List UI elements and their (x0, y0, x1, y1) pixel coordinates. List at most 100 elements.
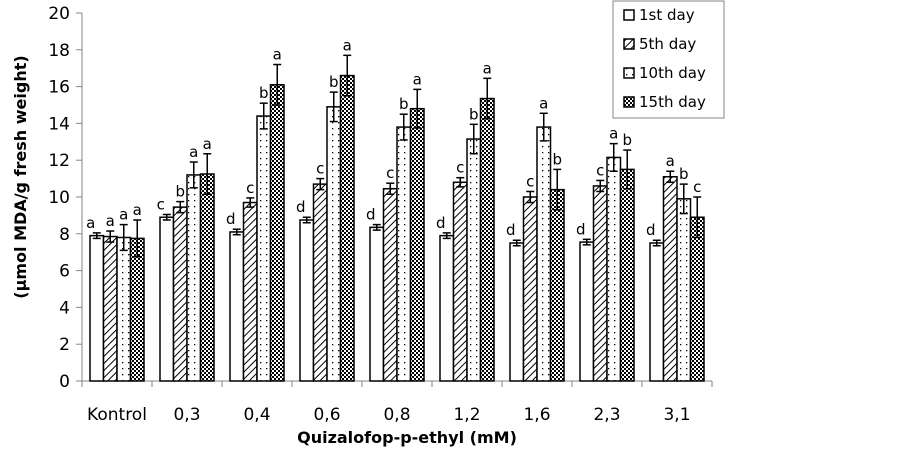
x-tick-label: 1,6 (523, 405, 550, 425)
bar-15th-day (549, 188, 565, 382)
bar-10th-day (676, 198, 692, 382)
significance-label: d (296, 198, 306, 216)
significance-label: c (316, 160, 324, 178)
significance-label: a (203, 135, 212, 153)
significance-label: c (246, 179, 254, 197)
bar-5th-day (522, 196, 538, 382)
significance-label: c (596, 161, 604, 179)
legend-swatch-5th-day (623, 38, 635, 50)
y-tick-label: 12 (48, 151, 70, 171)
significance-label: c (157, 195, 165, 213)
legend: 1st day 5th day 10th day 15th day (612, 0, 725, 119)
significance-label: a (413, 70, 422, 88)
significance-label: a (273, 46, 282, 64)
x-tick-label: 0,3 (173, 405, 200, 425)
bar-1st-day (229, 231, 245, 382)
bar-5th-day (242, 201, 258, 382)
significance-label: d (436, 214, 446, 232)
bar-10th-day (256, 115, 272, 382)
axes: 0 2 4 6 8 10 12 14 16 18 20 Kontrol 0,3 0,4 0,6 0,8 1,2 1… (11, 4, 713, 447)
significance-label: d (226, 210, 236, 228)
legend-label: 15th day (639, 93, 706, 111)
bar-15th-day (269, 84, 285, 382)
significance-label: d (366, 206, 376, 224)
significance-label: d (506, 221, 516, 239)
x-axis-title: Quizalofop-p-ethyl (mM) (297, 428, 517, 447)
bar-10th-day (606, 156, 622, 382)
x-tick-label: 0,6 (313, 405, 340, 425)
significance-label: b (175, 183, 185, 201)
x-tick-label: 2,3 (593, 405, 620, 425)
significance-label: a (106, 212, 115, 230)
significance-label: a (539, 94, 548, 112)
x-tick-label: 1,2 (453, 405, 480, 425)
significance-label: a (609, 125, 618, 143)
x-tick-label: 0,8 (383, 405, 410, 425)
legend-swatch-1st-day (623, 9, 635, 21)
y-tick-label: 4 (59, 298, 70, 318)
legend-swatch-10th-day (623, 67, 635, 79)
bar-1st-day (299, 219, 315, 382)
significance-label: a (666, 152, 675, 170)
significance-label: b (329, 73, 339, 91)
bar-5th-day (312, 183, 328, 382)
significance-label: d (646, 221, 656, 239)
significance-label: c (456, 159, 464, 177)
bar-10th-day (326, 106, 342, 382)
bar-1st-day (439, 234, 455, 382)
bar-10th-day (466, 138, 482, 382)
significance-label: b (469, 105, 479, 123)
legend-label: 10th day (639, 64, 706, 82)
bar-15th-day (129, 237, 145, 382)
significance-label: a (133, 201, 142, 219)
significance-label: a (119, 206, 128, 224)
bar-10th-day (186, 174, 202, 382)
bar-15th-day (339, 74, 355, 382)
x-tick-label: 3,1 (663, 405, 690, 425)
significance-label: c (693, 178, 701, 196)
significance-label: c (386, 164, 394, 182)
bar-1st-day (509, 242, 525, 382)
bar-10th-day (396, 126, 412, 382)
bar-15th-day (619, 168, 635, 382)
bar-5th-day (172, 206, 188, 382)
bar-5th-day (452, 181, 468, 382)
bar-10th-day (116, 236, 132, 382)
legend-swatch-15th-day (623, 96, 635, 108)
bar-1st-day (649, 242, 665, 382)
y-tick-label: 16 (48, 78, 70, 98)
significance-label: d (576, 220, 586, 238)
significance-label: a (343, 36, 352, 54)
significance-label: b (259, 84, 269, 102)
bar-15th-day (479, 97, 495, 382)
y-tick-label: 20 (48, 4, 70, 24)
bar-5th-day (662, 176, 678, 382)
y-tick-label: 6 (59, 262, 70, 282)
significance-label: a (86, 214, 95, 232)
y-tick-label: 0 (59, 372, 70, 392)
bar-5th-day (592, 185, 608, 382)
x-tick-label: 0,4 (243, 405, 270, 425)
significance-label: a (189, 143, 198, 161)
y-axis-title: (µmol MDA/g fresh weight) (11, 55, 30, 298)
x-tick-label: Kontrol (87, 405, 147, 425)
significance-label: b (622, 131, 632, 149)
bar-1st-day (369, 226, 385, 382)
significance-label: a (483, 59, 492, 77)
bar-15th-day (689, 216, 705, 382)
bar-1st-day (159, 216, 175, 382)
bar-1st-day (89, 234, 105, 382)
y-tick-label: 18 (48, 41, 70, 61)
bar-5th-day (102, 235, 118, 382)
significance-label: b (679, 165, 689, 183)
legend-label: 1st day (639, 6, 695, 24)
bar-1st-day (579, 241, 595, 382)
significance-label: b (552, 150, 562, 168)
bar-15th-day (409, 107, 425, 382)
significance-label: b (399, 95, 409, 113)
y-tick-label: 10 (48, 188, 70, 208)
bar-5th-day (382, 187, 398, 382)
legend-label: 5th day (639, 35, 696, 53)
